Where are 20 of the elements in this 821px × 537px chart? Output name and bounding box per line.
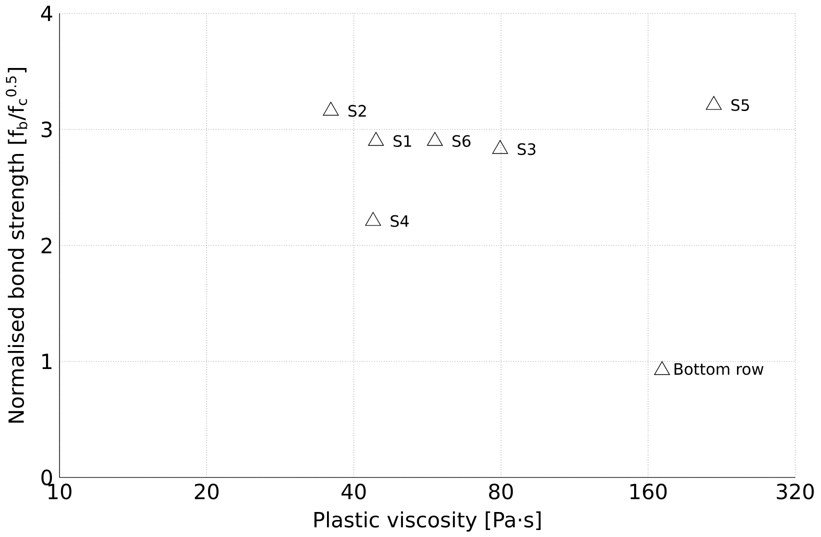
legend-label: Bottom row — [674, 363, 764, 375]
x-tick-label: 160 — [630, 483, 667, 500]
x-tick-label: 20 — [194, 483, 219, 500]
x-tick-label: 40 — [342, 483, 366, 500]
annotation: S3 — [518, 143, 536, 155]
annotation: S4 — [390, 214, 409, 227]
y-tick-label: 2 — [42, 237, 52, 253]
y-tick-label: 4 — [41, 6, 52, 21]
x-tick-label: 10 — [48, 483, 72, 500]
annotation: S1 — [394, 134, 412, 147]
x-tick-label: 320 — [776, 483, 814, 500]
x-axis-title: Plastic viscosity [Pa·s] — [314, 511, 541, 532]
y-tick-label: 0 — [41, 469, 52, 486]
annotation: S6 — [452, 134, 470, 147]
y-tick-label: 1 — [42, 354, 52, 369]
annotation: S2 — [348, 104, 366, 117]
y-axis-title: Normalised bond strength [f$_{b}$/f$_{c}$$^{0.5}$] — [6, 68, 28, 422]
annotation: S5 — [731, 98, 749, 111]
x-tick-label: 80 — [489, 483, 513, 500]
y-tick-label: 3 — [42, 121, 52, 138]
